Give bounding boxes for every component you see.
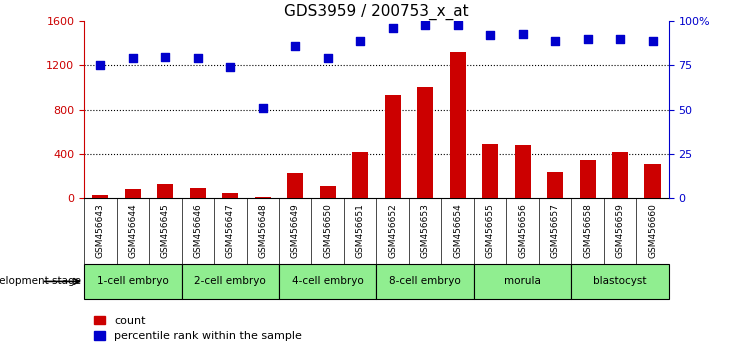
Text: GSM456652: GSM456652	[388, 204, 397, 258]
Bar	[157, 184, 173, 198]
Legend: count, percentile rank within the sample: count, percentile rank within the sample	[90, 311, 306, 346]
Bar	[125, 189, 141, 198]
Point	[257, 105, 268, 111]
FancyBboxPatch shape	[279, 264, 376, 299]
Point	[355, 38, 366, 44]
FancyBboxPatch shape	[376, 264, 474, 299]
Point	[322, 56, 333, 61]
Point	[127, 56, 139, 61]
Text: blastocyst: blastocyst	[594, 276, 647, 286]
Bar	[547, 172, 564, 198]
Bar	[417, 86, 433, 198]
Point	[485, 33, 496, 38]
Point	[224, 64, 236, 70]
Bar	[612, 152, 628, 198]
Bar	[287, 173, 303, 198]
Point	[420, 22, 431, 28]
Text: GSM456660: GSM456660	[648, 204, 657, 258]
Bar	[254, 197, 271, 198]
Text: 1-cell embryo: 1-cell embryo	[97, 276, 169, 286]
Text: GSM456648: GSM456648	[258, 204, 268, 258]
Text: GSM456654: GSM456654	[453, 204, 462, 258]
Text: GSM456649: GSM456649	[291, 204, 300, 258]
Text: GSM456659: GSM456659	[616, 204, 624, 258]
Text: GSM456656: GSM456656	[518, 204, 527, 258]
Bar	[385, 95, 401, 198]
Bar	[352, 152, 368, 198]
Bar	[482, 144, 499, 198]
Text: 8-cell embryo: 8-cell embryo	[390, 276, 461, 286]
Text: GSM456651: GSM456651	[356, 204, 365, 258]
Text: 2-cell embryo: 2-cell embryo	[194, 276, 266, 286]
Point	[647, 38, 659, 44]
Point	[192, 56, 204, 61]
Title: GDS3959 / 200753_x_at: GDS3959 / 200753_x_at	[284, 4, 469, 20]
Bar	[189, 188, 206, 198]
Text: GSM456653: GSM456653	[421, 204, 430, 258]
Point	[614, 36, 626, 42]
Bar	[92, 195, 108, 198]
FancyBboxPatch shape	[572, 264, 669, 299]
Text: GSM456658: GSM456658	[583, 204, 592, 258]
Bar	[319, 186, 336, 198]
Point	[452, 22, 463, 28]
FancyBboxPatch shape	[84, 264, 181, 299]
Bar	[450, 52, 466, 198]
Text: GSM456644: GSM456644	[129, 204, 137, 258]
FancyBboxPatch shape	[474, 264, 572, 299]
Text: GSM456650: GSM456650	[323, 204, 332, 258]
Point	[159, 54, 171, 59]
Text: morula: morula	[504, 276, 541, 286]
Text: GSM456646: GSM456646	[193, 204, 202, 258]
Point	[289, 43, 301, 49]
Point	[387, 25, 398, 31]
Bar	[222, 193, 238, 198]
Text: GSM456643: GSM456643	[96, 204, 105, 258]
FancyBboxPatch shape	[181, 264, 279, 299]
Bar	[645, 164, 661, 198]
Point	[517, 31, 529, 36]
Text: development stage: development stage	[0, 276, 81, 286]
Text: 4-cell embryo: 4-cell embryo	[292, 276, 363, 286]
Text: GSM456647: GSM456647	[226, 204, 235, 258]
Text: GSM456645: GSM456645	[161, 204, 170, 258]
Bar	[580, 160, 596, 198]
Text: GSM456655: GSM456655	[485, 204, 495, 258]
Text: GSM456657: GSM456657	[550, 204, 560, 258]
Point	[549, 38, 561, 44]
Bar	[515, 145, 531, 198]
Point	[582, 36, 594, 42]
Point	[94, 63, 106, 68]
